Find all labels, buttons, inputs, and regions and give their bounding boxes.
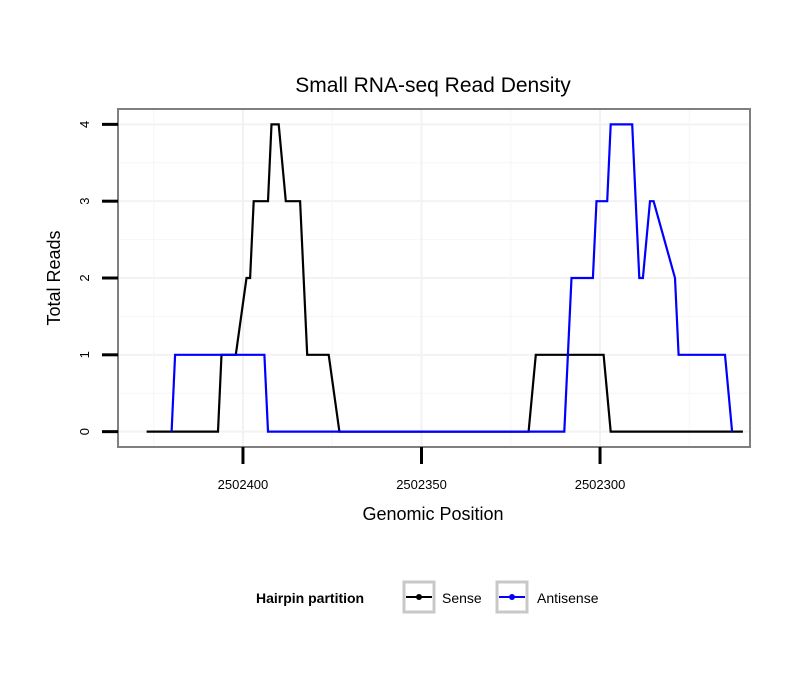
y-tick-label: 2: [77, 274, 92, 281]
series-line-sense: [146, 123, 743, 433]
legend-marker-sense: [416, 594, 422, 600]
legend-label-antisense: Antisense: [537, 590, 599, 606]
legend-marker-antisense: [509, 594, 515, 600]
series-line-antisense: [170, 123, 734, 433]
y-tick-label: 0: [77, 428, 92, 435]
y-axis-title: Total Reads: [44, 230, 64, 325]
y-tick-label: 3: [77, 198, 92, 205]
legend-item-antisense: Antisense: [495, 580, 599, 614]
legend: Hairpin partition Sense Antisense: [256, 580, 599, 614]
legend-item-sense: Sense: [402, 580, 482, 614]
legend-label-sense: Sense: [442, 590, 482, 606]
grid: [118, 109, 750, 447]
chart-title: Small RNA-seq Read Density: [295, 74, 571, 97]
x-tick-label: 2502350: [396, 477, 447, 492]
y-tick-label: 1: [77, 351, 92, 358]
x-tick-label: 2502400: [218, 477, 269, 492]
series-layer: [146, 123, 743, 433]
y-tick-label: 4: [77, 121, 92, 128]
x-axis-title: Genomic Position: [362, 504, 503, 524]
y-axis: 0 1 2 3 4: [77, 121, 118, 435]
x-axis: 2502400 2502350 2502300: [218, 447, 626, 492]
legend-title: Hairpin partition: [256, 590, 364, 606]
x-tick-label: 2502300: [575, 477, 626, 492]
